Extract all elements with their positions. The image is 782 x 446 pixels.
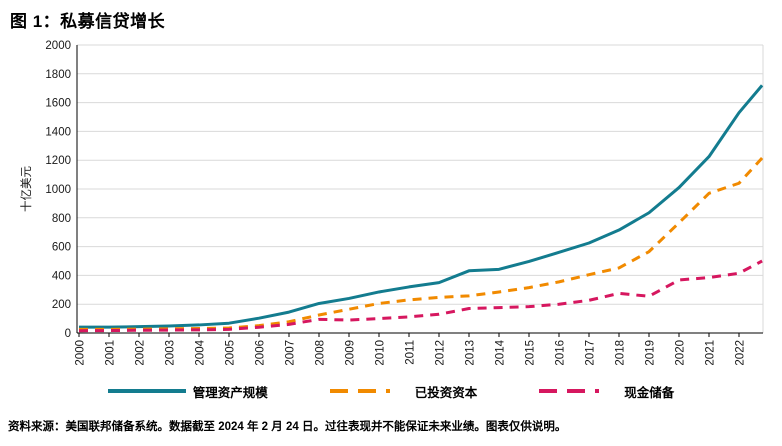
x-tick-label: 2007 <box>285 340 297 366</box>
y-tick-label: 1000 <box>45 184 71 196</box>
x-tick-label: 2008 <box>315 340 327 366</box>
y-tick-label: 800 <box>52 213 71 225</box>
line-chart: 0 200 400 600 800 1000 1200 1400 1600 1800 2000 200… <box>19 40 764 366</box>
x-tick-label: 2020 <box>675 340 687 366</box>
y-tick-label: 1400 <box>45 126 71 138</box>
y-tick-label: 400 <box>52 270 71 282</box>
x-tick-label: 2000 <box>75 340 87 366</box>
x-tick-label: 2022 <box>735 340 747 366</box>
x-tick-label: 2009 <box>345 340 357 366</box>
y-axis-title: 十亿美元 <box>19 166 33 212</box>
legend-item-invested-capital: 已投资资本 <box>329 382 478 401</box>
y-tick-label: 1600 <box>45 98 71 110</box>
x-tick-label: 2021 <box>705 340 717 366</box>
x-tick-label: 2005 <box>225 340 237 366</box>
x-tick-label: 2002 <box>135 340 147 366</box>
series-aum-line <box>79 84 764 329</box>
y-tick-label: 1800 <box>45 69 71 81</box>
x-tick-label: 2004 <box>195 339 207 365</box>
legend-item-cash-reserves: 现金储备 <box>539 382 674 401</box>
line-chart-canvas: 0200400600800100012001400160018002000200… <box>19 40 764 366</box>
chart-legend: 管理资产规模 已投资资本 现金储备 <box>0 381 782 401</box>
x-tick-label: 2017 <box>585 340 597 366</box>
y-axis: 0 200 400 600 800 1000 1200 1400 1600 1800 2000 <box>45 40 78 340</box>
y-tick-label: 2000 <box>45 40 71 52</box>
x-axis: 2000 2001 2002 2003 2004 2005 2006 2007 2008 2009… <box>75 332 763 366</box>
x-tick-label: 2019 <box>645 340 657 366</box>
x-tick-label: 2013 <box>465 340 477 366</box>
series-cash-reserves-line <box>78 259 763 333</box>
x-tick-label: 2006 <box>255 340 267 366</box>
x-tick-label: 2011 <box>405 340 417 365</box>
legend-swatch-cash-reserves <box>539 389 602 393</box>
gridlines <box>77 44 764 333</box>
figure-title: 图 1：私募信贷增长 <box>10 12 166 31</box>
y-tick-label: 1200 <box>45 155 71 167</box>
y-tick-label: 0 <box>65 328 71 340</box>
series-invested-capital-line <box>79 157 764 331</box>
legend-swatch-invested-capital <box>329 389 392 393</box>
legend-label-aum: 管理资产规模 <box>192 385 268 400</box>
legend-swatch-aum <box>107 389 186 393</box>
x-tick-label: 2001 <box>105 340 117 366</box>
x-tick-label: 2018 <box>615 340 627 366</box>
y-tick-label: 200 <box>52 299 71 311</box>
legend-item-aum: 管理资产规模 <box>107 382 268 401</box>
y-tick-label: 600 <box>52 242 71 254</box>
x-tick-label: 2014 <box>495 339 507 365</box>
x-tick-label: 2012 <box>435 340 447 366</box>
x-tick-label: 2015 <box>525 340 537 366</box>
x-tick-label: 2016 <box>555 340 567 366</box>
source-note: 资料来源：美国联邦储备系统。数据截至 2024 年 2 月 24 日。过往表现并… <box>8 421 567 433</box>
legend-label-cash-reserves: 现金储备 <box>624 385 675 400</box>
x-tick-label: 2003 <box>165 340 177 366</box>
legend-label-invested-capital: 已投资资本 <box>414 385 478 400</box>
x-tick-label: 2010 <box>375 340 387 366</box>
